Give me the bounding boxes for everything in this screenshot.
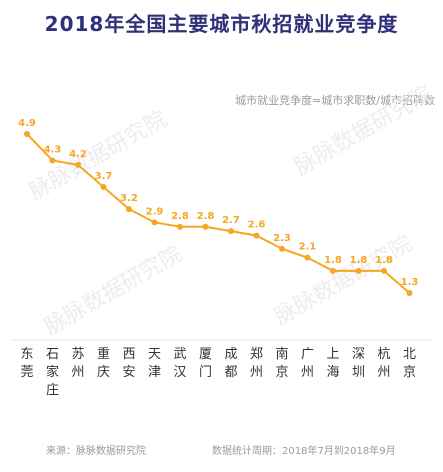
data-point (330, 267, 336, 274)
x-tick-label-char: 东 (20, 347, 33, 362)
data-point (406, 290, 413, 296)
x-tick-label-char: 州 (377, 365, 390, 380)
x-tick-label: 南京 (275, 346, 288, 380)
value-label: 2.3 (273, 233, 291, 244)
value-label: 4.2 (69, 149, 87, 160)
x-tick-label-char: 州 (301, 365, 314, 380)
x-tick-label-char: 苏 (71, 346, 84, 362)
x-tick-label-char: 庆 (97, 365, 110, 380)
x-tick-label-char: 北 (403, 347, 416, 362)
x-tick-label-char: 门 (199, 365, 212, 380)
value-label: 3.7 (95, 171, 113, 182)
x-tick-label: 苏州 (71, 346, 84, 380)
value-label: 2.7 (222, 215, 240, 226)
x-tick-label: 杭州 (377, 347, 390, 380)
value-label: 1.8 (350, 255, 368, 266)
x-tick-label: 东莞 (20, 347, 33, 380)
value-label: 1.3 (401, 277, 419, 288)
value-label: 2.6 (248, 220, 266, 231)
data-point (202, 223, 209, 230)
x-tick-label: 郑州 (250, 347, 263, 380)
x-tick-label-char: 京 (275, 365, 288, 380)
value-label: 3.2 (120, 193, 138, 204)
data-point (100, 184, 107, 190)
x-tick-label-char: 莞 (20, 365, 33, 380)
data-point (177, 223, 183, 230)
x-tick-label: 重庆 (97, 346, 110, 380)
data-point (304, 254, 311, 261)
data-point (24, 131, 30, 137)
x-tick-label: 天津 (148, 347, 161, 380)
value-label: 1.8 (375, 255, 393, 266)
x-tick-label: 厦门 (199, 347, 212, 380)
x-tick-label-char: 南 (275, 346, 288, 362)
x-tick-label-char: 圳 (352, 365, 365, 380)
value-label: 4.3 (44, 145, 62, 156)
x-tick-label-char: 津 (148, 365, 161, 380)
data-point (228, 228, 234, 235)
x-tick-label: 石家庄 (46, 347, 59, 398)
x-tick-label-char: 天 (148, 347, 161, 362)
data-points-group (24, 131, 413, 296)
series-line-group (26, 133, 411, 294)
x-tick-label-char: 重 (97, 346, 110, 362)
data-point (49, 157, 56, 164)
x-tick-label-char: 石 (46, 347, 59, 362)
x-tick-label: 深圳 (352, 347, 365, 380)
data-point (253, 232, 260, 239)
chart-title: 2018年全国主要城市秋招就业竞争度 (44, 12, 399, 36)
x-tick-label-char: 州 (71, 365, 84, 380)
value-label: 2.8 (171, 211, 189, 222)
x-tick-label-char: 家 (46, 364, 59, 380)
data-point (381, 267, 387, 274)
x-tick-label-char: 海 (326, 365, 339, 380)
x-tick-label-char: 厦 (199, 347, 212, 362)
x-tick-label-char: 京 (403, 365, 416, 380)
x-tick-label-char: 安 (122, 365, 135, 380)
x-tick-label: 广州 (301, 347, 314, 380)
x-tick-label-char: 武 (173, 347, 186, 362)
x-tick-label-char: 州 (250, 365, 263, 380)
x-tick-label: 武汉 (173, 347, 186, 380)
x-tick-label-char: 都 (224, 365, 237, 380)
x-tick-label: 上海 (326, 347, 339, 380)
value-label: 2.9 (146, 206, 164, 217)
x-tick-label-char: 上 (326, 347, 339, 362)
data-point (279, 245, 285, 252)
x-tick-label-char: 郑 (250, 347, 263, 362)
data-point (75, 161, 81, 168)
value-label: 2.8 (197, 211, 215, 222)
x-tick-label-char: 庄 (46, 382, 59, 398)
x-tick-label: 北京 (403, 347, 416, 380)
data-point (126, 206, 132, 213)
value-label: 1.8 (324, 255, 342, 266)
x-tick-label: 西安 (122, 347, 135, 380)
period-note: 数据统计周期：2018年7月到2018年9月 (212, 446, 396, 457)
series-line (26, 133, 411, 294)
source-note: 来源：脉脉数据研究院 (46, 446, 146, 457)
chart-subtitle: 城市就业竞争度=城市求职数/城市招聘数 (235, 94, 435, 107)
value-label: 4.9 (18, 118, 36, 129)
watermark-text: 脉脉数据研究院 (41, 242, 187, 341)
x-tick-label-char: 广 (301, 347, 314, 362)
watermark-text: 脉脉数据研究院 (291, 82, 437, 181)
x-tick-label-char: 西 (122, 347, 135, 362)
x-tick-label-char: 汉 (173, 365, 186, 380)
x-tick-label-char: 深 (352, 347, 365, 362)
data-point (355, 267, 362, 274)
x-tick-label: 成都 (224, 347, 237, 380)
value-label: 2.1 (299, 242, 317, 253)
value-labels-group: 4.9 4.3 4.2 3.7 3.2 2.9 2.8 2.8 2.7 2.6 2.3 2.1 1.8 1… (18, 118, 418, 288)
x-tick-label-char: 杭 (377, 347, 390, 362)
data-point (151, 219, 158, 226)
x-tick-label-char: 成 (224, 347, 237, 362)
